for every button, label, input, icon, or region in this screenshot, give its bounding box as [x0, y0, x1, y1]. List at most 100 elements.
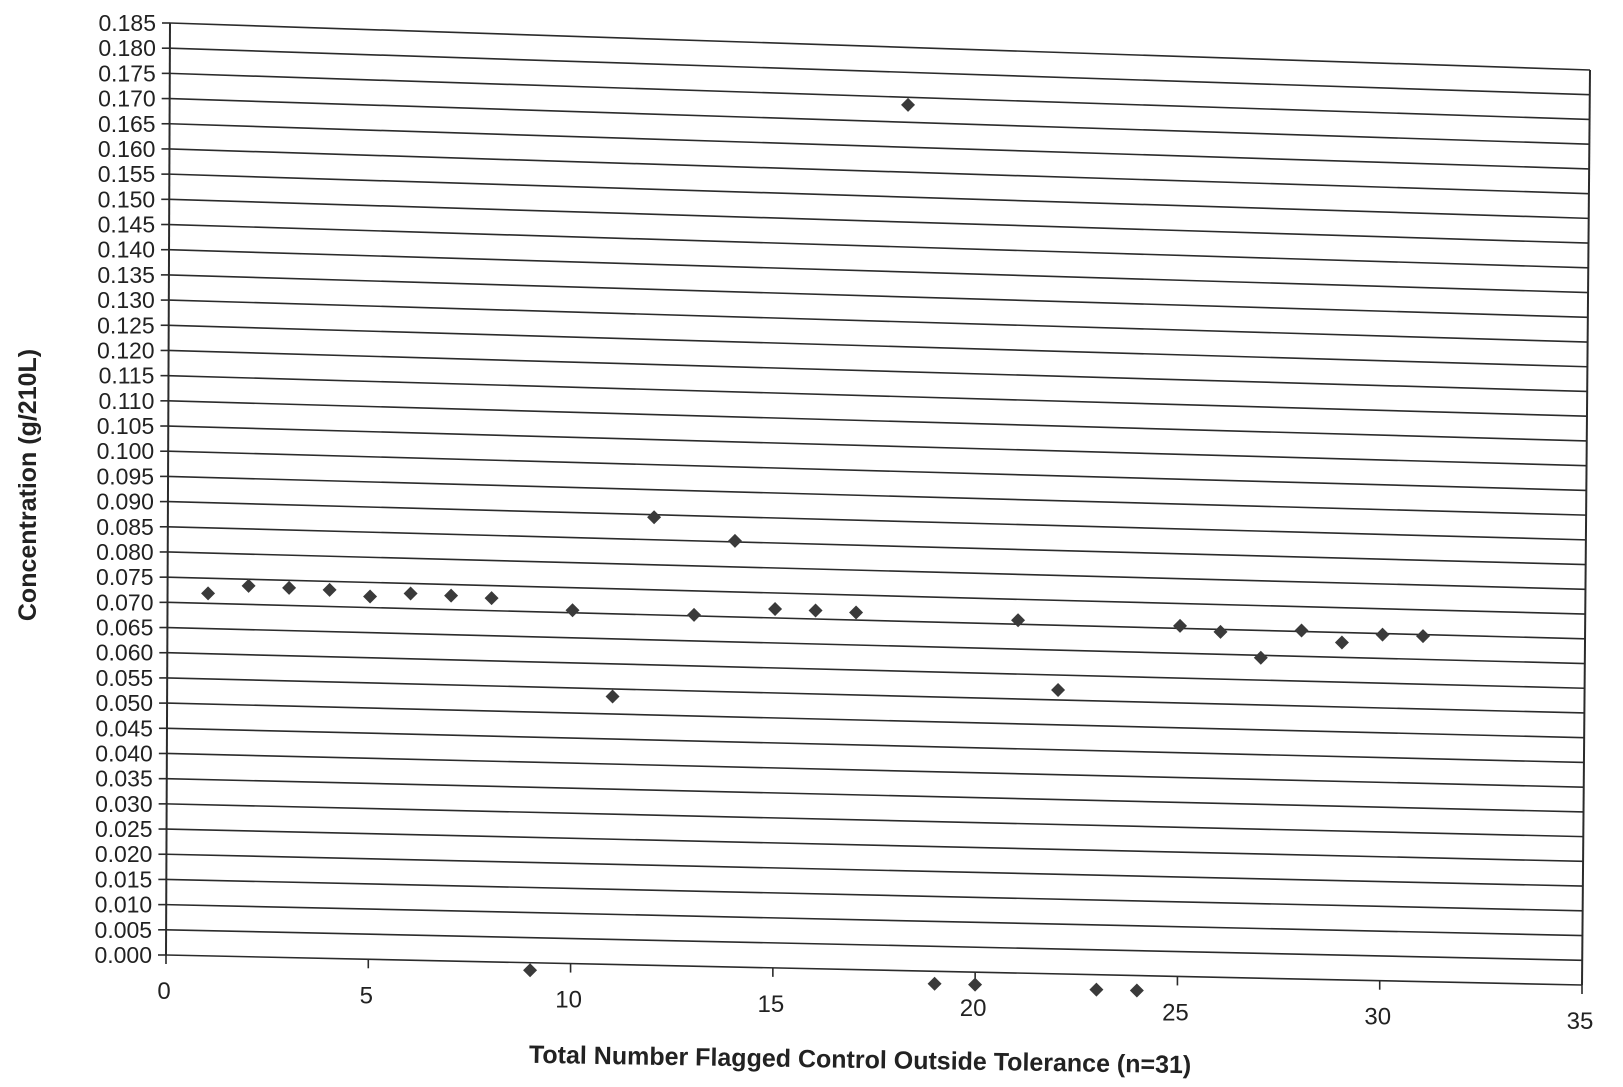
y-tick-label: 0.120	[97, 337, 155, 363]
data-point	[727, 533, 742, 548]
y-tick-label: 0.185	[98, 10, 156, 36]
gridline	[168, 400, 1587, 442]
gridline	[166, 752, 1584, 788]
gridline	[167, 525, 1586, 566]
data-point	[1375, 627, 1390, 642]
data-point	[322, 582, 337, 597]
data-point	[1089, 982, 1104, 997]
y-tick-label: 0.025	[95, 816, 153, 842]
gridline	[169, 22, 1591, 71]
data-point	[565, 603, 580, 618]
gridline	[168, 425, 1587, 467]
data-point	[201, 586, 216, 601]
gridline	[166, 853, 1583, 887]
gridline	[168, 475, 1587, 516]
gridline	[167, 551, 1586, 591]
y-tick-label: 0.175	[98, 60, 156, 86]
y-tick-label: 0.150	[98, 186, 156, 212]
data-point	[282, 580, 297, 595]
gridline	[169, 223, 1589, 269]
data-point	[1173, 618, 1188, 633]
gridline	[169, 198, 1589, 244]
y-tick-label: 0.060	[96, 640, 154, 666]
y-tick-label: 0.165	[98, 111, 156, 137]
x-tick-label: 20	[960, 995, 987, 1022]
y-tick-label: 0.030	[95, 791, 153, 817]
gridline	[168, 324, 1588, 368]
y-tick-label: 0.040	[95, 740, 153, 766]
y-tick-label: 0.095	[96, 463, 154, 489]
y-tick-label: 0.055	[96, 665, 154, 691]
data-point	[403, 586, 418, 601]
gridline	[168, 349, 1588, 393]
data-point	[647, 510, 662, 525]
y-tick-label: 0.110	[99, 388, 155, 414]
gridline	[167, 576, 1586, 615]
gridline	[167, 651, 1585, 690]
data-points	[201, 97, 1431, 998]
x-tick-label: 15	[758, 991, 785, 1018]
data-point	[968, 977, 983, 992]
data-point	[1294, 623, 1309, 638]
y-tick-label: 0.085	[96, 514, 154, 540]
y-tick-label: 0.010	[95, 892, 153, 918]
data-point	[241, 578, 256, 593]
gridline	[167, 677, 1585, 714]
y-tick-label: 0.145	[98, 212, 156, 238]
data-point	[605, 689, 620, 704]
y-tick-label: 0.105	[97, 413, 155, 439]
x-tick-label: 30	[1364, 1004, 1391, 1031]
data-point	[768, 601, 783, 616]
gridline	[169, 173, 1589, 220]
y-tick-label: 0.115	[99, 363, 155, 389]
gridline	[167, 626, 1585, 665]
data-point	[1416, 629, 1431, 644]
gridline	[168, 299, 1588, 343]
x-tick-label: 35	[1567, 1008, 1594, 1035]
gridline	[169, 148, 1589, 195]
y-tick-label: 0.070	[96, 589, 154, 615]
y-tick-label: 0.000	[94, 942, 152, 968]
gridline	[166, 929, 1583, 962]
x-tick-label: 0	[157, 978, 170, 1005]
data-point	[1129, 983, 1144, 998]
gridline	[167, 702, 1585, 739]
x-axis-title: Total Number Flagged Control Outside Tol…	[529, 1041, 1192, 1079]
data-point	[687, 607, 702, 622]
gridline	[169, 248, 1589, 294]
y-tick-label: 0.015	[95, 866, 153, 892]
gridline	[166, 727, 1584, 764]
y-tick-label: 0.065	[96, 615, 154, 641]
data-point	[444, 588, 459, 603]
data-point	[849, 605, 864, 620]
x-tick-labels: 0 5 10 15 20 25 30 35	[157, 978, 1593, 1035]
gridline	[166, 903, 1583, 937]
y-axis-line	[165, 22, 171, 956]
gridline	[168, 274, 1588, 319]
gridline	[166, 777, 1584, 813]
y-tick-label: 0.090	[96, 489, 154, 515]
y-tick-label: 0.170	[98, 86, 156, 112]
gridline	[165, 954, 1583, 986]
gridline	[166, 878, 1583, 912]
x-tick-label: 25	[1162, 999, 1189, 1026]
y-tick-label: 0.075	[96, 564, 154, 590]
gridline	[166, 828, 1584, 863]
gridline	[166, 803, 1584, 838]
y-tick-label: 0.130	[97, 287, 155, 313]
y-tick-label: 0.050	[96, 690, 154, 716]
data-point	[1213, 624, 1228, 639]
data-point	[363, 589, 378, 604]
data-point	[1051, 682, 1066, 697]
y-tick-label: 0.100	[97, 438, 155, 464]
gridlines	[165, 22, 1591, 986]
y-tick-label: 0.180	[98, 35, 156, 61]
gridline	[167, 500, 1586, 541]
y-tick-label: 0.020	[95, 841, 153, 867]
gridline	[169, 72, 1590, 121]
plot-right-border	[1581, 69, 1591, 986]
y-tick-label: 0.080	[96, 539, 154, 565]
y-tick-label: 0.035	[95, 766, 153, 792]
